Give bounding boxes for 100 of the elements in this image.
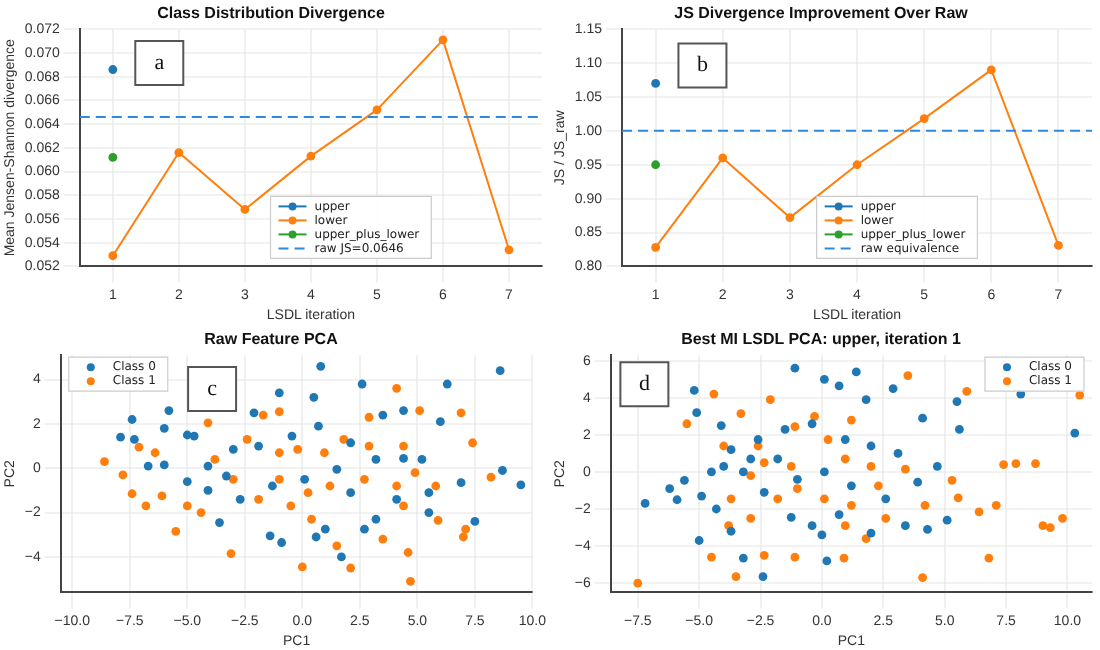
point [901, 521, 910, 531]
point [399, 441, 408, 451]
point [840, 521, 850, 531]
point [716, 421, 726, 431]
point [840, 435, 850, 444]
point [316, 361, 326, 371]
point [159, 423, 169, 433]
point [399, 406, 408, 416]
point [274, 407, 284, 417]
point [442, 379, 452, 389]
point [274, 474, 284, 484]
point [254, 494, 264, 504]
point [171, 527, 181, 536]
point [392, 494, 402, 504]
point [286, 501, 296, 511]
point [773, 454, 783, 464]
point [108, 251, 118, 261]
point [203, 418, 213, 428]
point [711, 504, 721, 514]
point [822, 556, 832, 566]
point [235, 494, 245, 504]
point [817, 530, 827, 540]
point [222, 471, 231, 481]
point [127, 415, 137, 424]
point [311, 532, 321, 542]
point [392, 384, 402, 393]
point [923, 524, 932, 534]
point [790, 422, 800, 431]
point [866, 528, 876, 538]
point [159, 460, 169, 470]
point [129, 435, 139, 444]
point [433, 515, 443, 525]
point [919, 114, 929, 124]
point [901, 464, 910, 474]
point [823, 435, 833, 444]
point [1031, 459, 1040, 469]
point [134, 442, 144, 452]
point [303, 488, 313, 498]
point [417, 454, 427, 464]
point [819, 494, 829, 504]
point [846, 500, 856, 510]
point [240, 205, 250, 214]
point [456, 478, 466, 488]
point [1058, 513, 1067, 523]
point [339, 435, 349, 444]
point [116, 432, 125, 442]
annotation: c [207, 376, 218, 401]
point [753, 435, 763, 444]
point [346, 438, 356, 448]
point [852, 160, 862, 170]
point [357, 379, 367, 389]
point [840, 454, 850, 464]
point [866, 461, 876, 471]
point [697, 491, 707, 501]
point [100, 457, 109, 467]
point [360, 524, 369, 534]
point [504, 245, 514, 255]
point [718, 153, 728, 163]
point [364, 412, 374, 422]
point [287, 431, 297, 441]
point [765, 395, 775, 405]
point [320, 448, 329, 458]
point [182, 477, 192, 486]
point [810, 411, 819, 421]
point [746, 454, 756, 464]
point [680, 475, 689, 485]
point [759, 487, 769, 497]
point [953, 493, 963, 503]
point [846, 415, 856, 425]
point [881, 494, 891, 504]
point [424, 488, 434, 498]
point [694, 536, 704, 545]
point [157, 491, 167, 501]
point [881, 513, 891, 523]
point [672, 495, 682, 505]
point [332, 541, 342, 551]
point [758, 572, 768, 582]
point [242, 435, 252, 444]
point [790, 363, 800, 373]
point [974, 507, 984, 517]
point [325, 481, 335, 491]
point [203, 461, 213, 471]
point [346, 488, 356, 498]
point [337, 552, 346, 562]
point [984, 553, 994, 563]
point [274, 448, 284, 458]
point [947, 475, 957, 485]
point [952, 397, 962, 406]
point [792, 474, 802, 484]
point [399, 453, 408, 463]
point [834, 510, 844, 519]
point [819, 467, 829, 477]
point [1054, 240, 1063, 250]
point [1011, 459, 1021, 469]
point [254, 441, 264, 451]
point [746, 513, 756, 523]
point [731, 572, 741, 582]
point [707, 467, 716, 477]
point [736, 409, 746, 418]
point [498, 466, 507, 475]
